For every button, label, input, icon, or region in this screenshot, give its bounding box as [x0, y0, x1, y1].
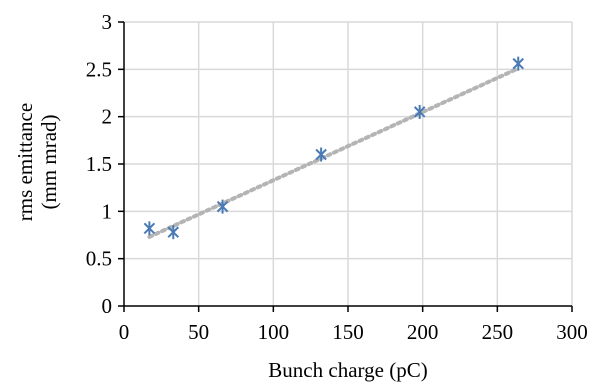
x-tick-label: 300: [556, 320, 588, 344]
data-point: [167, 225, 180, 240]
y-tick-label: 1.5: [86, 152, 112, 176]
y-tick-label: 1: [102, 199, 113, 223]
data-point: [512, 56, 524, 71]
y-tick-label: 2: [102, 105, 113, 129]
x-tick-label: 250: [482, 320, 514, 344]
y-axis-label-line-1: rms emittance: [13, 103, 37, 221]
y-tick-labels: 0 0.5 1 1.5 2 2.5 3: [86, 10, 112, 318]
grid-lines: [124, 21, 573, 306]
x-tick-label: 200: [407, 320, 439, 344]
x-tick-labels: 0 50 100 150 200 250 300: [119, 320, 588, 344]
trendline-layer: [147, 66, 521, 239]
data-points: [143, 56, 524, 240]
y-axis-label: rms emittance (mm mrad): [13, 103, 61, 221]
data-point: [143, 221, 156, 236]
x-axis-label: Bunch charge (pC): [268, 358, 427, 382]
x-tick-label: 0: [119, 320, 130, 344]
y-axis-label-line-2: (mm mrad): [37, 114, 61, 209]
data-point: [216, 199, 229, 214]
data-point: [315, 147, 327, 162]
data-point: [413, 104, 426, 119]
trendline: [147, 66, 521, 239]
x-tick-label: 50: [188, 320, 209, 344]
axes: [118, 21, 573, 312]
y-tick-label: 2.5: [86, 57, 112, 81]
x-tick-label: 100: [258, 320, 290, 344]
y-tick-label: 3: [102, 10, 113, 34]
y-tick-label: 0: [102, 294, 113, 318]
y-tick-label: 0.5: [86, 247, 112, 271]
x-tick-label: 150: [332, 320, 364, 344]
